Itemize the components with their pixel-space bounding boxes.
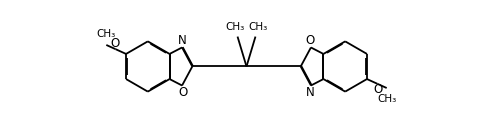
Text: O: O xyxy=(110,37,119,50)
Text: CH₃: CH₃ xyxy=(97,29,116,39)
Text: CH₃: CH₃ xyxy=(377,94,396,104)
Text: O: O xyxy=(306,34,315,47)
Text: N: N xyxy=(306,86,315,99)
Text: CH₃: CH₃ xyxy=(225,22,244,32)
Text: N: N xyxy=(178,34,187,47)
Text: CH₃: CH₃ xyxy=(249,22,268,32)
Text: O: O xyxy=(374,83,383,96)
Text: O: O xyxy=(178,86,188,99)
